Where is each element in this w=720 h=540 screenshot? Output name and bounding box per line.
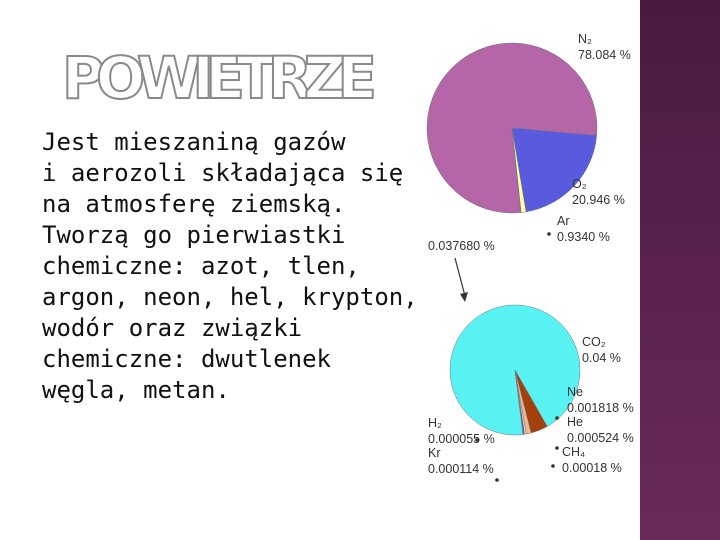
body-line: węgla, metan. bbox=[42, 376, 230, 404]
pie-slice bbox=[426, 42, 598, 214]
pie-slice bbox=[514, 369, 524, 435]
body-line: chemiczne: azot, tlen, bbox=[42, 252, 360, 280]
pie-slice bbox=[511, 127, 597, 213]
slice-name: O₂ bbox=[572, 177, 587, 191]
arrow-head bbox=[460, 292, 468, 302]
slice-name: CO₂ bbox=[582, 335, 606, 349]
body-line: i aerozoli składająca się bbox=[42, 159, 403, 187]
body: Jest mieszaniną gazów i aerozoli składają… bbox=[42, 128, 418, 404]
label-dot bbox=[495, 478, 499, 482]
body-line: chemiczne: dwutlenek bbox=[42, 345, 332, 373]
body-line: wodór oraz związki bbox=[42, 314, 302, 342]
slice-value-label: 0.00018 % bbox=[562, 461, 622, 475]
slice-name: He bbox=[567, 415, 583, 429]
arrow bbox=[454, 257, 466, 297]
slice-name: Ne bbox=[567, 385, 583, 399]
slice-value-label: 0.000055 % bbox=[428, 432, 495, 446]
label-dot bbox=[547, 232, 551, 236]
slice-name: CH₄ bbox=[562, 445, 585, 459]
slice-value-label: 78.084 % bbox=[578, 48, 631, 62]
slice-name: N₂ bbox=[578, 32, 592, 46]
body-line: argon, neon, hel, krypton, bbox=[42, 283, 418, 311]
slice-name: Ar bbox=[557, 214, 570, 228]
slice-value-label: 20.946 % bbox=[572, 193, 625, 207]
slice-value-label: 0.04 % bbox=[582, 351, 621, 365]
body-line: na atmosferę ziemską. bbox=[42, 190, 345, 218]
slice-value-label: 0.001818 % bbox=[567, 401, 634, 415]
body-line: Tworzą go pierwiastki bbox=[42, 221, 345, 249]
pie-slice bbox=[511, 127, 522, 213]
slice-name: Kr bbox=[428, 446, 441, 460]
slice-value-label: 0.037680 % bbox=[428, 239, 495, 253]
slice-value-label: 0.000524 % bbox=[567, 431, 634, 445]
body-line: Jest mieszaniną gazów bbox=[42, 128, 346, 156]
slice-value-label: 0.000114 % bbox=[428, 462, 494, 476]
slide-title: POWIETRZE bbox=[62, 44, 380, 112]
slice-name: H₂ bbox=[428, 416, 442, 430]
side-strip bbox=[640, 0, 720, 540]
label-dot bbox=[551, 464, 555, 468]
slice-value-label: 0.9340 % bbox=[557, 230, 610, 244]
label-dot bbox=[475, 438, 479, 442]
label-dot bbox=[555, 446, 559, 450]
label-dot bbox=[555, 416, 559, 420]
